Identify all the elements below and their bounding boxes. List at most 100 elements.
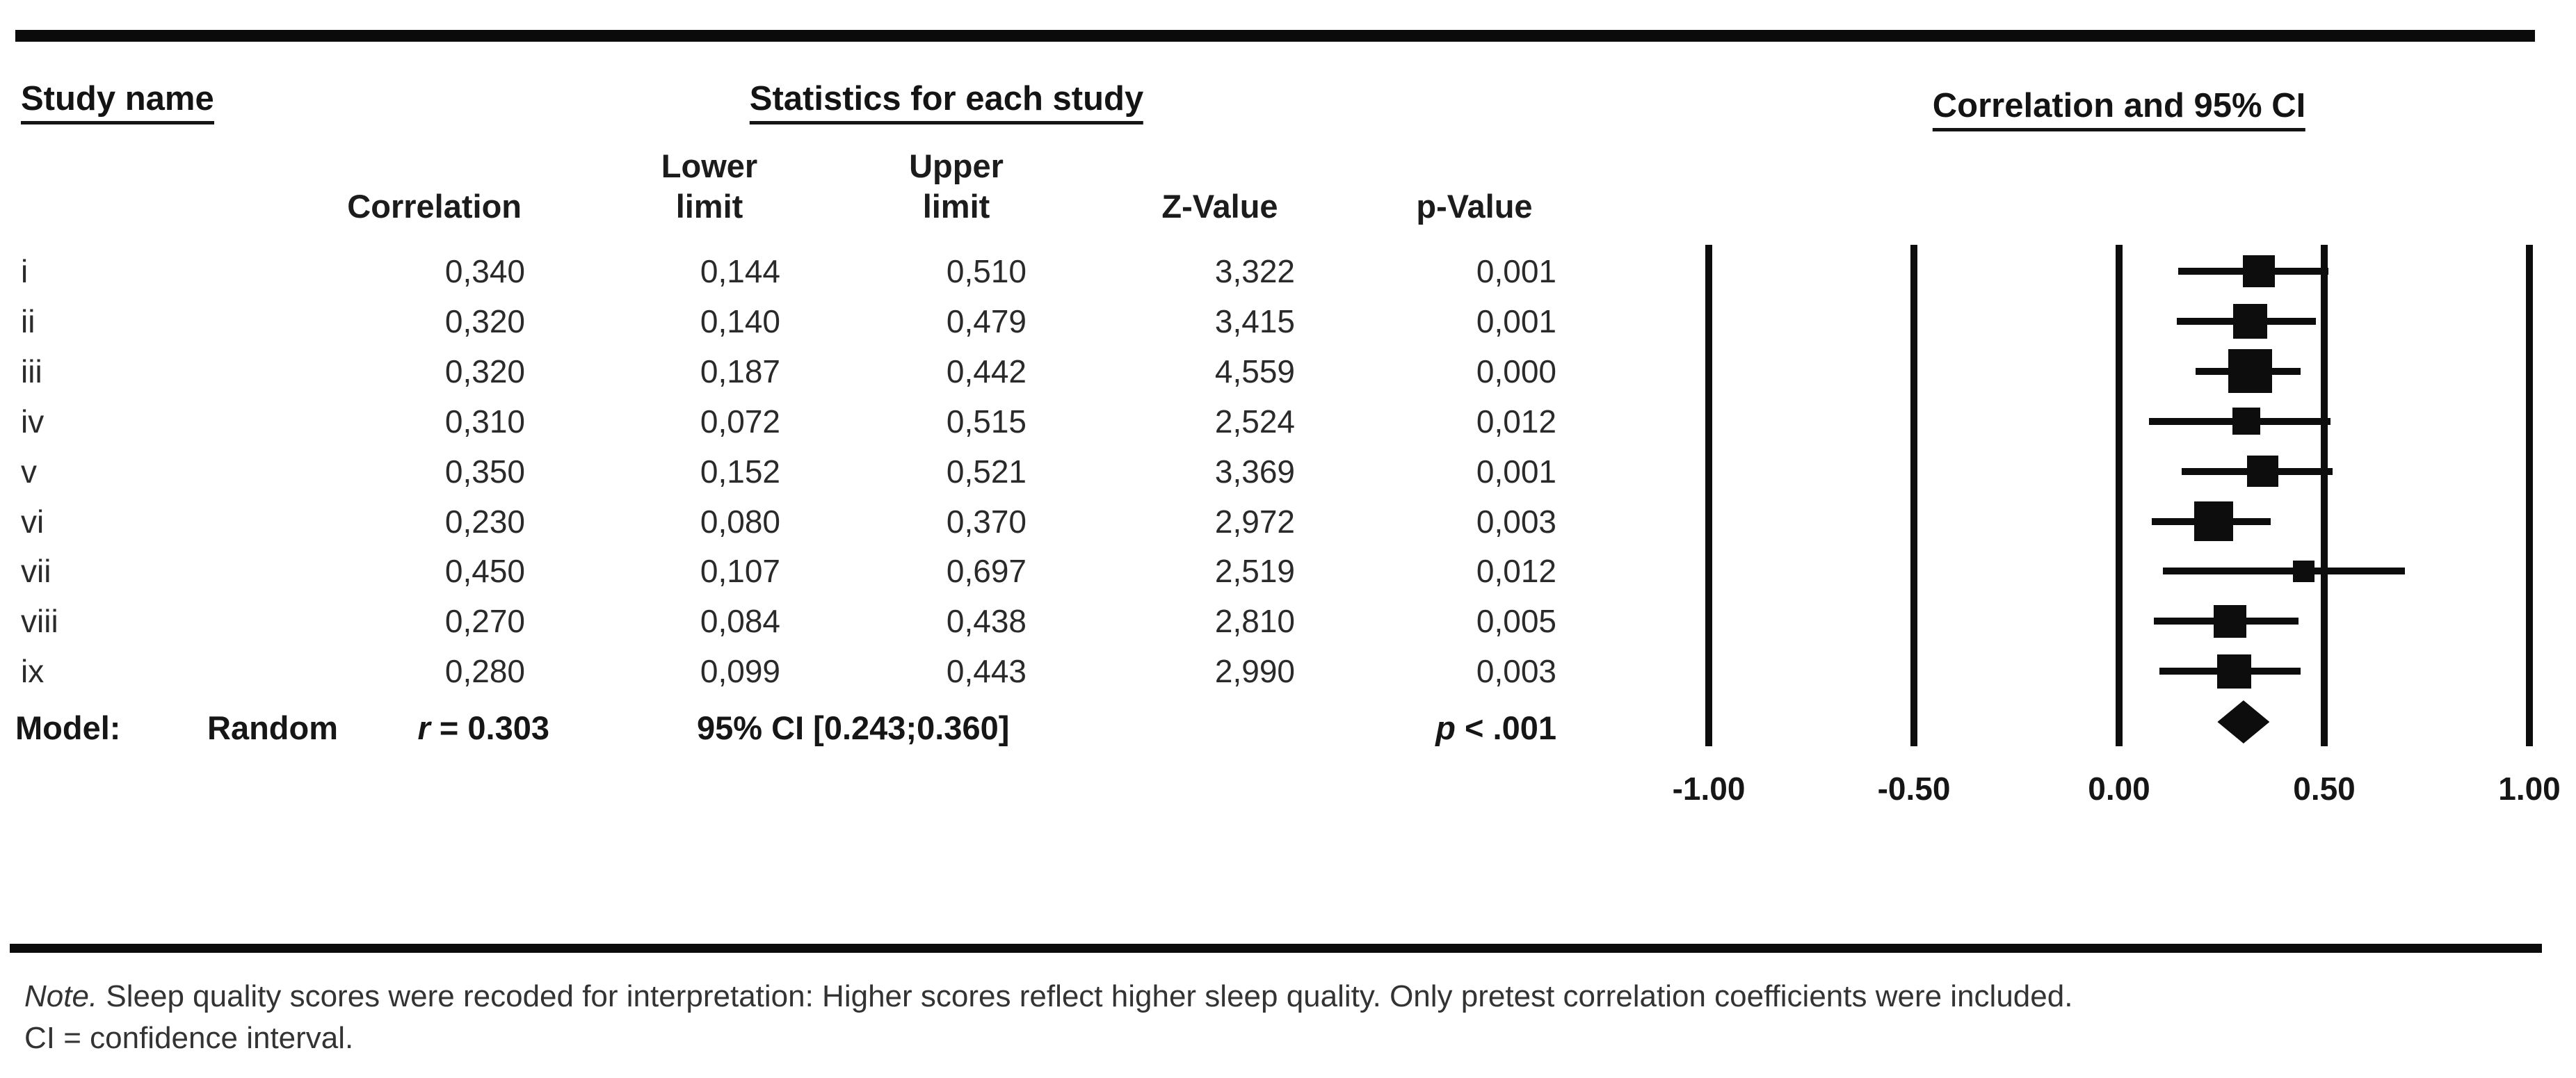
cell-p-value: 0,005: [1476, 603, 1556, 640]
cell-z-value: 2,990: [1214, 653, 1295, 690]
cell-p-value: 0,012: [1476, 403, 1556, 440]
study-label: vii: [21, 553, 51, 590]
cell-correlation: 0,270: [444, 603, 525, 640]
figure-note-line2: CI = confidence interval.: [24, 1021, 354, 1055]
study-label: ii: [21, 303, 35, 339]
cell-correlation: 0,320: [444, 353, 525, 389]
point-estimate-i: [2242, 255, 2275, 288]
cell-upper-limit: 0,370: [946, 503, 1027, 540]
cell-upper-limit: 0,442: [946, 353, 1027, 389]
ci-whisker-vii: [2163, 568, 2406, 575]
point-estimate-ix: [2216, 654, 2251, 689]
study-label: ix: [21, 653, 45, 690]
cell-p-value: 0,012: [1476, 553, 1556, 590]
study-name-header: Study name: [21, 82, 214, 124]
axis-line-0.00: [2116, 245, 2123, 746]
cell-upper-limit: 0,515: [946, 403, 1027, 440]
cell-z-value: 3,369: [1214, 453, 1295, 490]
model-r-symbol: r: [417, 709, 430, 746]
axis-tick-label: 0.50: [2293, 771, 2356, 807]
cell-correlation: 0,320: [444, 303, 525, 339]
cell-z-value: 2,972: [1214, 503, 1295, 540]
cell-lower-limit: 0,140: [700, 303, 780, 339]
cell-p-value: 0,003: [1476, 503, 1556, 540]
cell-upper-limit: 0,697: [946, 553, 1027, 590]
point-estimate-vii: [2292, 560, 2315, 583]
column-header-lower-limit-line1: Lower: [661, 147, 758, 184]
model-r-rest: = 0.303: [430, 709, 549, 746]
note-line1-text: Sleep quality scores were recoded for in…: [97, 979, 2073, 1013]
point-estimate-viii: [2213, 604, 2246, 638]
model-p-symbol: p: [1435, 709, 1456, 746]
cell-upper-limit: 0,479: [946, 303, 1027, 339]
column-header-upper-limit-line1: Upper: [909, 147, 1004, 184]
cell-z-value: 2,810: [1214, 603, 1295, 640]
cell-correlation: 0,280: [444, 653, 525, 690]
axis-line--0.50: [1910, 245, 1917, 746]
column-header-p-value: p-Value: [1416, 188, 1533, 225]
cell-z-value: 4,559: [1214, 353, 1295, 389]
cell-z-value: 2,519: [1214, 553, 1295, 590]
model-r-value: r = 0.303: [271, 708, 549, 748]
cell-correlation: 0,450: [444, 553, 525, 590]
column-header-upper-limit-line2: limit: [922, 188, 990, 225]
cell-upper-limit: 0,438: [946, 603, 1027, 640]
column-header-lower-limit-line2: limit: [675, 188, 743, 225]
cell-correlation: 0,230: [444, 503, 525, 540]
model-type: Random: [207, 709, 338, 746]
cell-correlation: 0,350: [444, 453, 525, 490]
cell-lower-limit: 0,107: [700, 553, 780, 590]
point-estimate-iv: [2232, 407, 2260, 435]
cell-lower-limit: 0,080: [700, 503, 780, 540]
bottom-rule: [10, 944, 2542, 953]
model-p-value: p < .001: [1278, 708, 1556, 748]
cell-upper-limit: 0,510: [946, 253, 1027, 289]
cell-z-value: 3,322: [1214, 253, 1295, 289]
column-header-z-value: Z-Value: [1161, 188, 1278, 225]
summary-diamond: [2217, 700, 2270, 743]
cell-lower-limit: 0,072: [700, 403, 780, 440]
study-label: iii: [21, 353, 42, 389]
study-label: i: [21, 253, 29, 289]
cell-lower-limit: 0,099: [700, 653, 780, 690]
note-label: Note.: [24, 979, 98, 1013]
cell-lower-limit: 0,084: [700, 603, 780, 640]
axis-tick-label: 1.00: [2498, 771, 2561, 807]
point-estimate-vi: [2193, 501, 2233, 541]
model-p-rest: < .001: [1455, 709, 1556, 746]
axis-line-1.00: [2526, 245, 2533, 746]
cell-correlation: 0,340: [444, 253, 525, 289]
cell-p-value: 0,000: [1476, 353, 1556, 389]
study-label: vi: [21, 503, 45, 540]
cell-lower-limit: 0,144: [700, 253, 780, 289]
cell-p-value: 0,001: [1476, 253, 1556, 289]
plot-header: Correlation and 95% CI: [1932, 89, 2306, 131]
column-header-correlation: Correlation: [347, 188, 522, 225]
model-ci: 95% CI [0.243;0.360]: [697, 709, 1010, 746]
model-label: Model:: [15, 709, 121, 746]
cell-z-value: 2,524: [1214, 403, 1295, 440]
axis-line-0.50: [2321, 245, 2328, 746]
cell-p-value: 0,003: [1476, 653, 1556, 690]
cell-upper-limit: 0,443: [946, 653, 1027, 690]
top-rule: [15, 30, 2535, 42]
figure-note-line1: Note. Sleep quality scores were recoded …: [24, 978, 2072, 1015]
study-label: iv: [21, 403, 45, 440]
axis-line--1.00: [1705, 245, 1712, 746]
axis-tick-label: 0.00: [2088, 771, 2150, 807]
statistics-header: Statistics for each study: [749, 82, 1144, 124]
cell-lower-limit: 0,152: [700, 453, 780, 490]
study-label: viii: [21, 603, 58, 640]
cell-correlation: 0,310: [444, 403, 525, 440]
point-estimate-ii: [2233, 304, 2268, 339]
axis-tick-label: -0.50: [1877, 771, 1951, 807]
study-label: v: [21, 453, 37, 490]
cell-upper-limit: 0,521: [946, 453, 1027, 490]
point-estimate-iii: [2228, 349, 2273, 394]
cell-p-value: 0,001: [1476, 453, 1556, 490]
point-estimate-v: [2246, 455, 2279, 488]
axis-tick-label: -1.00: [1672, 771, 1746, 807]
cell-lower-limit: 0,187: [700, 353, 780, 389]
cell-z-value: 3,415: [1214, 303, 1295, 339]
